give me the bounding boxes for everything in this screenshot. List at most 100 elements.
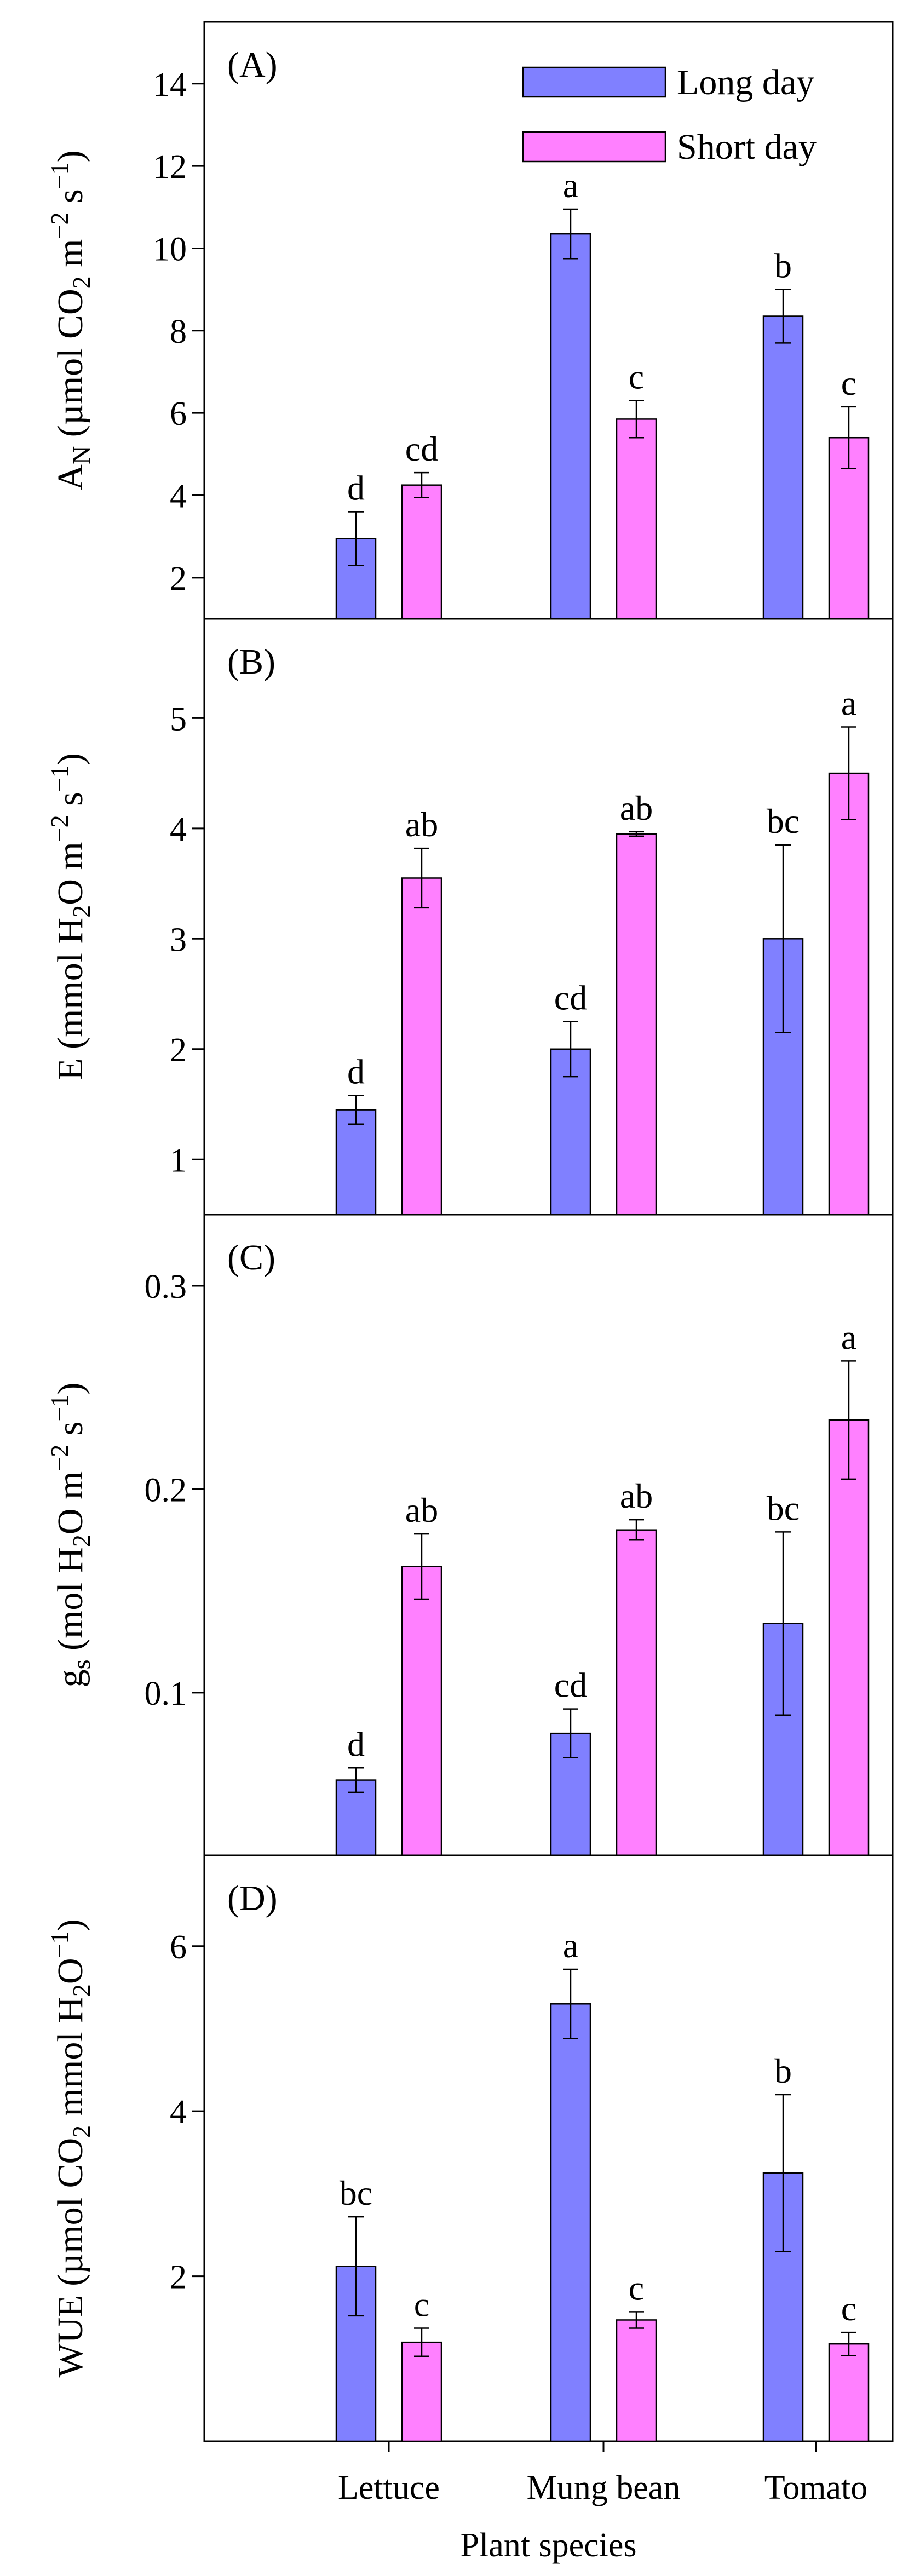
y-tick-label: 4 [170, 2094, 187, 2131]
bar-short-day [828, 2343, 870, 2442]
bar-short-day [401, 877, 442, 1216]
y-tick-label: 12 [153, 148, 187, 186]
y-tick-label: 5 [170, 700, 187, 738]
y-label-text: (µmol CO [50, 289, 90, 446]
significance-letter: c [841, 364, 856, 403]
y-label-text: s [50, 189, 90, 212]
y-tick-label: 3 [170, 921, 187, 958]
significance-letter: a [563, 1926, 578, 1965]
bar-short-day [616, 418, 657, 620]
significance-letter: b [774, 2051, 792, 2090]
significance-letter: c [841, 2289, 856, 2328]
y-label-text: mmol H [50, 1997, 90, 2125]
y-label-sub: N [67, 446, 95, 464]
x-tick-label: Tomato [764, 2469, 868, 2506]
significance-letter: a [563, 166, 578, 205]
y-tick-label: 2 [170, 2259, 187, 2296]
y-tick-label: 2 [170, 560, 187, 597]
legend-label: Long day [677, 62, 814, 102]
bar-short-day [401, 2341, 442, 2442]
significance-letter: bc [340, 2174, 372, 2212]
legend-label: Short day [677, 127, 817, 167]
y-label-sub: s [67, 1660, 95, 1670]
significance-letter: ab [620, 1476, 653, 1515]
bar-short-day [401, 484, 442, 620]
y-label-text: m [50, 239, 90, 276]
legend-swatch [522, 66, 666, 98]
significance-letter: a [841, 1318, 856, 1356]
y-label-text: O [50, 1958, 90, 1984]
bar-short-day [401, 1566, 442, 1856]
y-label-text: (µmol CO [50, 2138, 90, 2295]
significance-letter: ab [405, 1491, 438, 1530]
y-label-sup: −1 [45, 1931, 73, 1958]
y-tick-label: 14 [153, 66, 187, 104]
bar-short-day [828, 1419, 870, 1856]
significance-letter: bc [767, 802, 800, 841]
significance-letter: bc [767, 1488, 800, 1527]
y-tick-label: 1 [170, 1142, 187, 1179]
y-label-base: A [50, 464, 90, 491]
y-axis-label: AN (µmol CO2 m−2 s−1) [45, 150, 95, 490]
y-label-text: (mmol H [50, 918, 90, 1059]
significance-letter: b [774, 246, 792, 285]
y-label-text: s [50, 792, 90, 815]
y-axis-label: gs (mol H2O m−2 s−1) [45, 1383, 95, 1688]
y-tick-label: 2 [170, 1032, 187, 1069]
bar-short-day [616, 833, 657, 1216]
y-tick-label: 0.1 [145, 1675, 187, 1712]
significance-letter: d [347, 469, 365, 508]
y-tick-label: 4 [170, 811, 187, 848]
panel-tag: (C) [227, 1238, 275, 1278]
x-tick-label: Mung bean [527, 2469, 681, 2506]
y-tick-label: 0.2 [145, 1471, 187, 1509]
y-label-text: (mol H [50, 1547, 90, 1659]
x-axis: Lettuce Mung bean Tomato Plant species [338, 2441, 867, 2564]
y-label-sub: 2 [67, 905, 95, 918]
y-tick-label: 6 [170, 395, 187, 433]
y-tick-label: 10 [153, 231, 187, 268]
y-tick-label: 4 [170, 478, 187, 515]
bar-long-day [550, 2003, 591, 2442]
legend-swatch [522, 131, 666, 163]
x-axis-title: Plant species [461, 2527, 637, 2564]
y-label-text: ) [50, 1919, 90, 1931]
significance-letter: cd [554, 978, 587, 1017]
y-tick-label: 6 [170, 1929, 187, 1966]
y-label-base: g [50, 1669, 90, 1687]
y-label-base: E [50, 1058, 90, 1080]
bar-long-day [335, 1109, 377, 1216]
significance-letter: ab [405, 805, 438, 844]
significance-letter: c [629, 2268, 644, 2307]
y-label-text: O m [50, 1471, 90, 1535]
bar-short-day [616, 2319, 657, 2442]
panel-tag: (A) [227, 45, 278, 85]
y-label-text: ) [50, 753, 90, 765]
significance-letter: c [414, 2285, 429, 2324]
y-label-sup: −2 [45, 1445, 73, 1471]
y-label-base: WUE [50, 2295, 90, 2377]
significance-letter: cd [405, 429, 438, 468]
bar-long-day [550, 233, 591, 620]
bar-short-day [828, 772, 870, 1216]
significance-letter: a [841, 683, 856, 722]
significance-letter: d [347, 1724, 365, 1763]
y-label-sub: 2 [67, 2125, 95, 2138]
panel-tag: (B) [227, 642, 275, 682]
x-tick-label: Lettuce [338, 2469, 440, 2506]
y-label-sup: −2 [45, 815, 73, 842]
y-label-sub: 2 [67, 1534, 95, 1547]
bar-long-day [762, 315, 804, 620]
significance-letter: c [629, 358, 644, 396]
panel-tag: (D) [227, 1878, 278, 1918]
y-label-text: O m [50, 842, 90, 905]
y-label-sup: −1 [45, 162, 73, 189]
y-tick-label: 0.3 [145, 1268, 187, 1306]
y-label-text: s [50, 1422, 90, 1445]
